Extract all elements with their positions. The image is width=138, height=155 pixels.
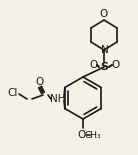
- Text: CH₃: CH₃: [85, 131, 101, 140]
- Text: O: O: [77, 130, 85, 140]
- Text: S: S: [100, 62, 108, 72]
- Text: O: O: [89, 60, 97, 70]
- Text: Cl: Cl: [8, 88, 18, 98]
- Text: NH: NH: [50, 94, 66, 104]
- Text: O: O: [100, 9, 108, 19]
- Text: O: O: [36, 77, 44, 87]
- Text: O: O: [112, 60, 120, 70]
- Text: N: N: [101, 45, 109, 55]
